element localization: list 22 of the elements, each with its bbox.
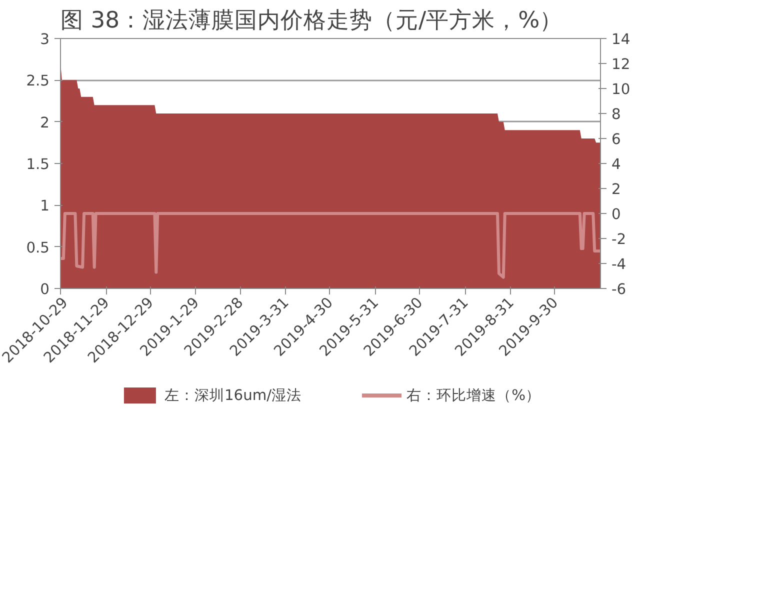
y2-tick-label: 2 — [612, 181, 621, 198]
y-tick-label: 2.5 — [26, 72, 50, 90]
y2-tick-label: 12 — [612, 56, 630, 73]
y2-tick-label: 0 — [612, 206, 621, 223]
chart-title: 图 38：湿法薄膜国内价格走势（元/平方米，%） — [60, 8, 563, 34]
legend-label: 左：深圳16um/湿法 — [164, 386, 302, 404]
y2-tick-label: 10 — [612, 81, 630, 98]
y2-tick-label: 14 — [612, 31, 630, 48]
y-tick-label: 1 — [40, 198, 50, 215]
y2-tick-label: 4 — [612, 156, 621, 173]
y-tick-label: 0 — [40, 281, 50, 298]
line-series — [60, 212, 600, 279]
y-tick-label: 2 — [40, 114, 50, 132]
y2-tick-label: -2 — [612, 231, 626, 248]
y2-tick-label: 6 — [612, 131, 621, 148]
legend-label: 右：环比增速（%） — [406, 386, 541, 404]
y-tick-label: 3 — [40, 31, 50, 48]
y-tick-label: 1.5 — [26, 156, 50, 173]
y2-tick-label: -4 — [612, 256, 626, 273]
y-tick-label: 0.5 — [26, 239, 50, 256]
y2-tick-label: -6 — [612, 281, 626, 298]
y2-tick-label: 8 — [612, 106, 621, 123]
